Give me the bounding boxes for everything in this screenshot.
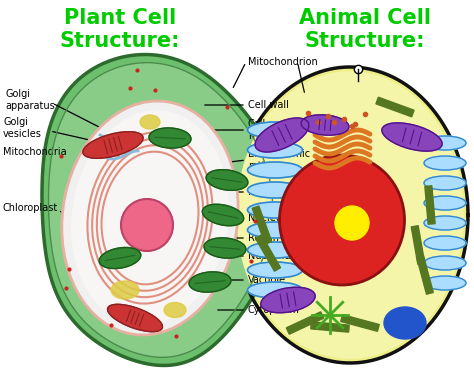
Ellipse shape — [382, 123, 442, 151]
Text: Ribosomes: Ribosomes — [248, 187, 301, 197]
Polygon shape — [341, 315, 379, 331]
Text: Cell
membrane: Cell membrane — [248, 119, 301, 141]
Ellipse shape — [247, 282, 302, 298]
Ellipse shape — [247, 182, 302, 198]
Text: Chloroplast: Chloroplast — [2, 203, 57, 213]
Text: Mitochondrion: Mitochondrion — [248, 57, 318, 67]
Polygon shape — [311, 322, 349, 332]
Ellipse shape — [111, 281, 139, 299]
Ellipse shape — [99, 248, 141, 269]
Text: Golgi
apparatus: Golgi apparatus — [5, 89, 55, 111]
Ellipse shape — [424, 256, 466, 270]
Ellipse shape — [247, 162, 302, 178]
Ellipse shape — [247, 242, 302, 258]
Polygon shape — [286, 312, 324, 334]
Text: Vacuole: Vacuole — [248, 275, 286, 285]
Ellipse shape — [247, 222, 302, 238]
Polygon shape — [237, 72, 463, 358]
Ellipse shape — [121, 199, 173, 251]
Ellipse shape — [301, 115, 349, 135]
Polygon shape — [417, 256, 433, 294]
Ellipse shape — [206, 170, 248, 190]
Ellipse shape — [247, 142, 302, 158]
Text: Cell wall: Cell wall — [248, 100, 289, 110]
Text: Animal Cell
Structure:: Animal Cell Structure: — [299, 8, 431, 51]
Ellipse shape — [247, 202, 302, 218]
Text: Golgi
vesicles: Golgi vesicles — [3, 117, 42, 139]
Text: Nucleus: Nucleus — [248, 213, 287, 223]
Text: Plant Cell
Structure:: Plant Cell Structure: — [60, 8, 180, 51]
Ellipse shape — [384, 307, 426, 339]
Ellipse shape — [424, 276, 466, 290]
Ellipse shape — [62, 101, 238, 335]
Text: Mitochondria: Mitochondria — [3, 147, 67, 157]
Text: Endoplasmic
reticulum: Endoplasmic reticulum — [248, 149, 310, 171]
Polygon shape — [232, 67, 468, 363]
Ellipse shape — [261, 287, 315, 313]
Ellipse shape — [247, 122, 302, 138]
Ellipse shape — [149, 128, 191, 148]
Ellipse shape — [424, 216, 466, 230]
Ellipse shape — [108, 304, 163, 332]
Ellipse shape — [164, 303, 186, 317]
Ellipse shape — [255, 118, 309, 152]
Ellipse shape — [335, 206, 369, 240]
Polygon shape — [252, 206, 272, 244]
Ellipse shape — [204, 238, 246, 258]
Ellipse shape — [83, 132, 143, 158]
Ellipse shape — [424, 236, 466, 250]
Ellipse shape — [72, 111, 228, 325]
Polygon shape — [42, 55, 282, 365]
Text: Cytoplasm: Cytoplasm — [248, 305, 300, 315]
Polygon shape — [411, 226, 425, 264]
Ellipse shape — [424, 176, 466, 190]
Ellipse shape — [189, 272, 231, 292]
Polygon shape — [48, 63, 273, 357]
Ellipse shape — [424, 196, 466, 210]
Ellipse shape — [202, 204, 244, 226]
Ellipse shape — [247, 262, 302, 278]
Polygon shape — [425, 186, 435, 224]
Polygon shape — [376, 97, 414, 117]
Ellipse shape — [280, 155, 404, 285]
Text: Rough ER: Rough ER — [248, 233, 295, 243]
Text: Nucleolus: Nucleolus — [248, 251, 296, 261]
Ellipse shape — [140, 115, 160, 129]
Ellipse shape — [424, 136, 466, 150]
Polygon shape — [255, 235, 281, 271]
Ellipse shape — [424, 156, 466, 170]
